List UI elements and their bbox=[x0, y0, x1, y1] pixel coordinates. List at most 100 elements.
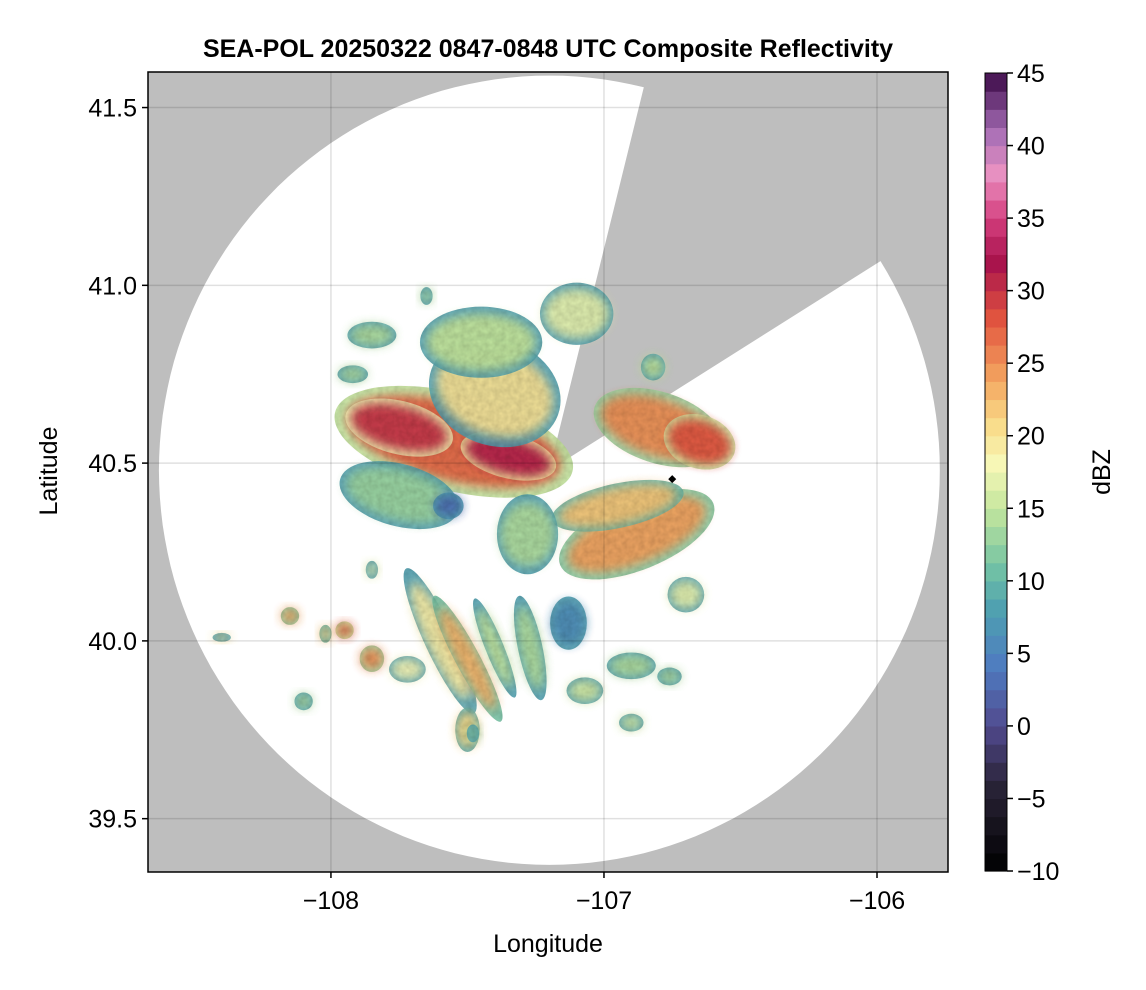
echo-cell bbox=[213, 633, 230, 641]
echo-cell bbox=[467, 726, 479, 741]
colorbar-segment bbox=[985, 762, 1007, 781]
colorbar-segment bbox=[985, 562, 1007, 582]
colorbar-segment bbox=[985, 671, 1007, 691]
echo-cell bbox=[465, 435, 552, 477]
colorbar-segment bbox=[985, 399, 1007, 419]
colorbar-tick-label: 15 bbox=[1017, 495, 1045, 523]
colorbar-segment bbox=[985, 326, 1007, 346]
y-axis-label: Latitude bbox=[35, 427, 63, 516]
x-tick-label: −106 bbox=[849, 887, 905, 915]
colorbar: −10 −5 0 5 10 15 20 25 30 35 40 45 bbox=[984, 60, 1059, 886]
y-tick-label: 41.0 bbox=[88, 272, 137, 300]
echo-cell bbox=[609, 655, 654, 677]
echo-cell bbox=[410, 582, 470, 700]
echo-cell bbox=[516, 606, 545, 690]
colorbar-segment bbox=[985, 689, 1007, 709]
colorbar-tick-label: 25 bbox=[1017, 350, 1045, 378]
plot-area bbox=[147, 71, 949, 873]
echo-cell bbox=[439, 608, 496, 710]
colorbar-tick-label: 20 bbox=[1017, 423, 1045, 451]
colorbar-frame bbox=[984, 72, 1008, 872]
colorbar-tick-label: 45 bbox=[1017, 60, 1045, 88]
colorbar-segment bbox=[985, 290, 1007, 310]
colorbar-segment bbox=[985, 345, 1007, 364]
y-tick-label: 39.5 bbox=[88, 806, 137, 834]
echo-cell bbox=[281, 608, 299, 624]
echo-cell bbox=[360, 648, 383, 670]
colorbar-segment bbox=[985, 580, 1007, 600]
colorbar-segment bbox=[985, 145, 1007, 165]
colorbar-segment bbox=[985, 653, 1007, 673]
colorbar-label: dBZ bbox=[1088, 449, 1116, 495]
colorbar-segment bbox=[985, 472, 1007, 491]
echo-cell bbox=[658, 669, 681, 684]
colorbar-segment bbox=[985, 707, 1007, 727]
colorbar-segment bbox=[985, 526, 1007, 546]
colorbar-segment bbox=[985, 199, 1007, 219]
plot-frame bbox=[147, 71, 949, 873]
y-axis: 39.5 40.0 40.5 41.0 41.5 bbox=[88, 95, 148, 834]
colorbar-segment bbox=[985, 617, 1007, 636]
echo-cell bbox=[434, 495, 462, 517]
echo-cell bbox=[500, 502, 555, 567]
colorbar-tick-label: −10 bbox=[1017, 858, 1059, 886]
echo-cell bbox=[351, 403, 448, 452]
colorbar-tick-label: 35 bbox=[1017, 205, 1045, 233]
y-tick-label: 40.5 bbox=[88, 450, 137, 478]
colorbar-segment bbox=[985, 163, 1007, 183]
location-marker bbox=[668, 475, 677, 484]
x-tick-label: −107 bbox=[576, 887, 632, 915]
colorbar-segment bbox=[985, 725, 1007, 745]
echo-cell bbox=[391, 658, 424, 680]
colorbar-tick-label: 10 bbox=[1017, 568, 1045, 596]
colorbar-segment bbox=[985, 127, 1007, 147]
colorbar-tick-label: −5 bbox=[1017, 785, 1046, 813]
echo-cell bbox=[339, 367, 367, 382]
colorbar-segment bbox=[985, 236, 1007, 255]
echo-cell bbox=[552, 601, 585, 645]
echo-cell bbox=[667, 419, 732, 465]
colorbar-segment bbox=[985, 598, 1007, 618]
colorbar-segment bbox=[985, 635, 1007, 654]
colorbar-segment bbox=[985, 363, 1007, 382]
echo-cell bbox=[320, 626, 331, 641]
colorbar-segment bbox=[985, 417, 1007, 437]
y-tick-label: 41.5 bbox=[88, 95, 137, 123]
colorbar-segment bbox=[985, 272, 1007, 292]
colorbar-segment bbox=[985, 544, 1007, 564]
y-tick-label: 40.0 bbox=[88, 628, 137, 656]
grid-lines bbox=[148, 72, 948, 872]
colorbar-segment bbox=[985, 490, 1007, 509]
x-tick-label: −108 bbox=[303, 887, 359, 915]
echo-cell bbox=[350, 324, 394, 346]
chart-title: SEA-POL 20250322 0847-0848 UTC Composite… bbox=[203, 35, 893, 63]
x-axis: −108 −107 −106 bbox=[303, 872, 905, 915]
colorbar-segment bbox=[985, 254, 1007, 274]
reflectivity-echoes bbox=[212, 282, 736, 752]
echo-cell bbox=[567, 496, 706, 573]
echo-cell bbox=[669, 580, 703, 609]
colorbar-segment bbox=[985, 218, 1007, 237]
colorbar-tick-label: 0 bbox=[1017, 713, 1031, 741]
echo-cell bbox=[426, 313, 536, 371]
x-axis-label: Longitude bbox=[493, 930, 603, 958]
colorbar-segment bbox=[985, 834, 1007, 854]
echo-cell bbox=[421, 288, 432, 304]
echo-cell bbox=[346, 467, 453, 523]
echo-cell bbox=[366, 562, 378, 577]
colorbar-tick-label: 40 bbox=[1017, 133, 1045, 161]
colorbar-segment bbox=[985, 852, 1007, 872]
colorbar-segment bbox=[985, 508, 1007, 528]
colorbar-segment bbox=[985, 780, 1007, 800]
echo-cell bbox=[543, 288, 610, 339]
echo-cell bbox=[642, 356, 665, 378]
colorbar-segment bbox=[985, 73, 1007, 92]
echo-cell bbox=[477, 608, 513, 688]
colorbar-segment bbox=[985, 816, 1007, 836]
echo-cell bbox=[568, 680, 602, 702]
colorbar-tick-label: 5 bbox=[1017, 640, 1031, 668]
echo-cell bbox=[295, 694, 312, 709]
echo-cell bbox=[558, 484, 677, 528]
colorbar-segment bbox=[985, 308, 1007, 328]
